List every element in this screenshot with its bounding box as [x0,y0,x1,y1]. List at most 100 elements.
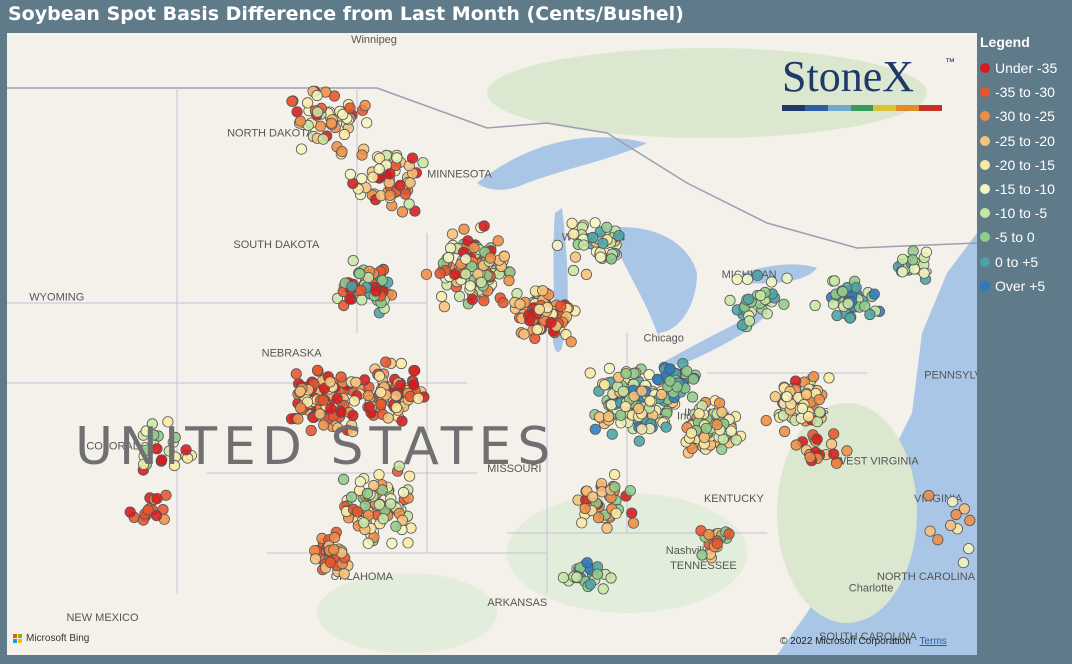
data-point[interactable] [944,519,957,531]
data-point[interactable] [606,428,618,440]
data-point[interactable] [311,364,324,376]
data-point[interactable] [348,395,360,407]
data-point[interactable] [402,537,414,549]
data-point[interactable] [351,506,364,518]
data-point[interactable] [964,514,976,526]
data-point[interactable] [354,476,366,488]
data-point[interactable] [825,438,838,450]
data-point[interactable] [294,402,307,414]
data-point[interactable] [724,294,736,306]
data-point[interactable] [403,198,415,210]
data-point[interactable] [586,491,599,503]
data-point[interactable] [731,273,743,285]
data-point[interactable] [324,556,337,569]
data-point[interactable] [781,272,793,284]
data-point[interactable] [742,293,755,305]
data-point[interactable] [148,429,160,441]
data-point[interactable] [434,267,446,279]
data-point[interactable] [613,230,625,242]
data-point[interactable] [754,289,767,302]
data-point[interactable] [336,146,348,158]
data-point[interactable] [569,251,582,263]
data-point[interactable] [533,303,545,315]
data-point[interactable] [620,400,632,413]
data-point[interactable] [356,294,368,306]
data-point[interactable] [338,128,350,141]
data-point[interactable] [291,106,303,118]
data-point[interactable] [524,315,536,327]
data-point[interactable] [395,357,407,370]
data-point[interactable] [620,368,632,380]
data-point[interactable] [584,367,596,379]
data-point[interactable] [458,223,470,235]
data-point[interactable] [332,422,344,434]
data-point[interactable] [417,157,429,169]
data-point[interactable] [696,549,708,561]
map-canvas[interactable]: Winnipeg NORTH DAKOTA MINNESOTA SOUTH DAKOT… [7,33,977,655]
data-point[interactable] [660,421,672,433]
data-point[interactable] [394,379,406,391]
data-point[interactable] [376,274,388,286]
data-point[interactable] [350,376,362,388]
data-point[interactable] [138,458,150,470]
data-point[interactable] [373,469,385,481]
data-point[interactable] [828,275,841,287]
data-point[interactable] [790,439,802,451]
data-point[interactable] [399,188,411,200]
data-point[interactable] [162,416,174,428]
legend-item[interactable]: -25 to -20 [980,129,1070,153]
data-point[interactable] [804,451,816,463]
data-point[interactable] [337,473,350,485]
data-point[interactable] [651,373,664,385]
data-point[interactable] [602,410,615,423]
data-point[interactable] [958,503,971,515]
data-point[interactable] [468,242,480,254]
data-point[interactable] [778,425,791,438]
data-point[interactable] [435,290,448,303]
data-point[interactable] [923,489,935,502]
data-point[interactable] [610,507,622,519]
data-point[interactable] [531,323,543,336]
data-point[interactable] [292,413,304,425]
data-point[interactable] [664,363,676,375]
data-point[interactable] [140,444,152,456]
data-point[interactable] [397,486,410,499]
data-point[interactable] [294,385,306,397]
data-point[interactable] [557,571,570,584]
legend-item[interactable]: -35 to -30 [980,80,1070,104]
data-point[interactable] [484,252,496,264]
data-point[interactable] [384,189,396,201]
data-point[interactable] [626,507,638,519]
data-point[interactable] [446,228,459,240]
data-point[interactable] [594,251,607,263]
data-point[interactable] [518,328,530,340]
data-point[interactable] [687,373,700,385]
data-point[interactable] [361,487,374,500]
data-point[interactable] [918,267,930,279]
data-point[interactable] [808,371,820,383]
data-point[interactable] [605,399,618,411]
data-point[interactable] [466,293,478,306]
data-point[interactable] [314,408,326,420]
data-point[interactable] [576,517,588,529]
data-point[interactable] [605,253,618,265]
data-point[interactable] [580,268,593,280]
data-point[interactable] [478,295,490,307]
data-point[interactable] [325,117,337,129]
data-point[interactable] [711,537,723,550]
data-point[interactable] [386,537,398,549]
data-point[interactable] [359,99,371,112]
data-point[interactable] [478,220,490,232]
legend-item[interactable]: Under -35 [980,56,1070,80]
data-point[interactable] [765,276,778,288]
data-point[interactable] [842,297,854,310]
data-point[interactable] [655,388,668,401]
data-point[interactable] [907,254,919,266]
data-point[interactable] [391,152,403,164]
data-point[interactable] [932,534,944,546]
data-point[interactable] [328,543,340,556]
data-point[interactable] [344,168,356,180]
data-point[interactable] [632,402,645,415]
data-point[interactable] [169,431,181,444]
data-point[interactable] [597,583,609,595]
